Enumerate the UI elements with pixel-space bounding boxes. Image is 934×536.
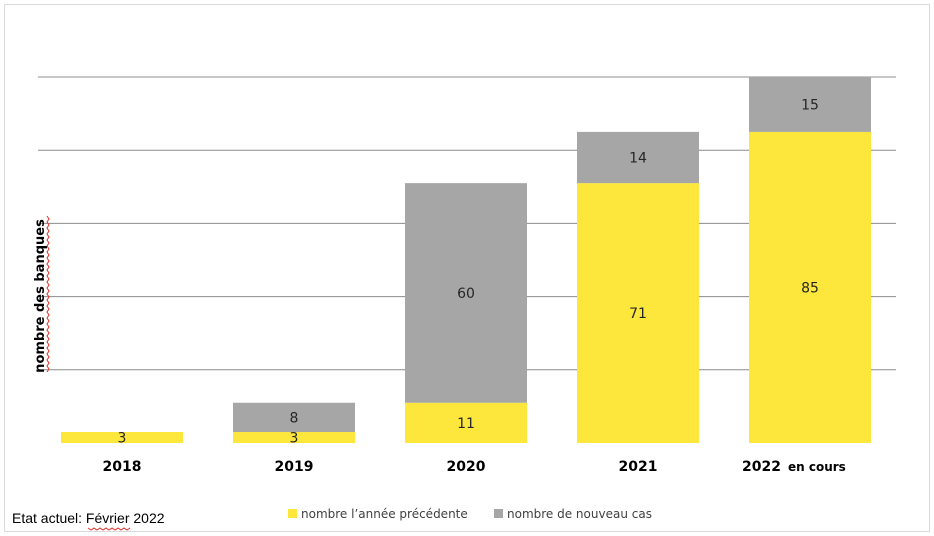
legend-label-new-cases: nombre de nouveau cas	[507, 507, 652, 521]
data-label-2021-previous-year: 71	[629, 306, 647, 322]
bar-2019-previous-year	[233, 432, 355, 443]
category-label-2019: 2019	[275, 459, 314, 475]
data-label-2018-previous-year: 3	[118, 431, 127, 447]
category-label-2018: 2018	[103, 459, 142, 475]
bar-2021-new-cases	[577, 131, 699, 184]
legend: nombre l’année précédente nombre de nouv…	[288, 507, 652, 521]
bar-2021-previous-year	[577, 183, 699, 443]
category-label-2021: 2021	[619, 459, 658, 475]
bar-2022-new-cases	[749, 77, 871, 132]
bar-2020-new-cases	[405, 183, 527, 403]
legend-label-previous-year: nombre l’année précédente	[301, 507, 468, 521]
category-suffix-2022: en cours	[788, 460, 846, 474]
bar-2018-previous-year	[61, 432, 183, 443]
data-label-2019-previous-year: 3	[290, 431, 299, 447]
category-label-2022: 2022	[742, 459, 781, 475]
data-label-2022-previous-year: 85	[801, 280, 819, 296]
data-label-2022-new-cases: 15	[801, 97, 819, 113]
bar-2022-previous-year	[749, 131, 871, 443]
data-label-2020-previous-year: 11	[457, 416, 475, 432]
legend-swatch-previous-year	[288, 509, 297, 518]
data-label-2021-new-cases: 14	[629, 151, 647, 167]
bar-2020-previous-year	[405, 402, 527, 443]
data-label-2019-new-cases: 8	[290, 410, 299, 426]
category-labels: 2018 2019 2020 2021 2022 en cours	[103, 459, 846, 475]
bars: 3 3 8 11 60 71 14 85 15	[61, 77, 871, 447]
category-label-2020: 2020	[447, 459, 486, 475]
legend-swatch-new-cases	[494, 509, 503, 518]
footnote: Etat actuel: Février 2022	[12, 510, 165, 526]
spellcheck-underline-footnote	[87, 527, 131, 531]
bar-2019-new-cases	[233, 402, 355, 433]
y-axis-title: nombre des banques	[33, 219, 48, 373]
data-label-2020-new-cases: 60	[457, 286, 475, 302]
spellcheck-underline	[46, 215, 50, 373]
